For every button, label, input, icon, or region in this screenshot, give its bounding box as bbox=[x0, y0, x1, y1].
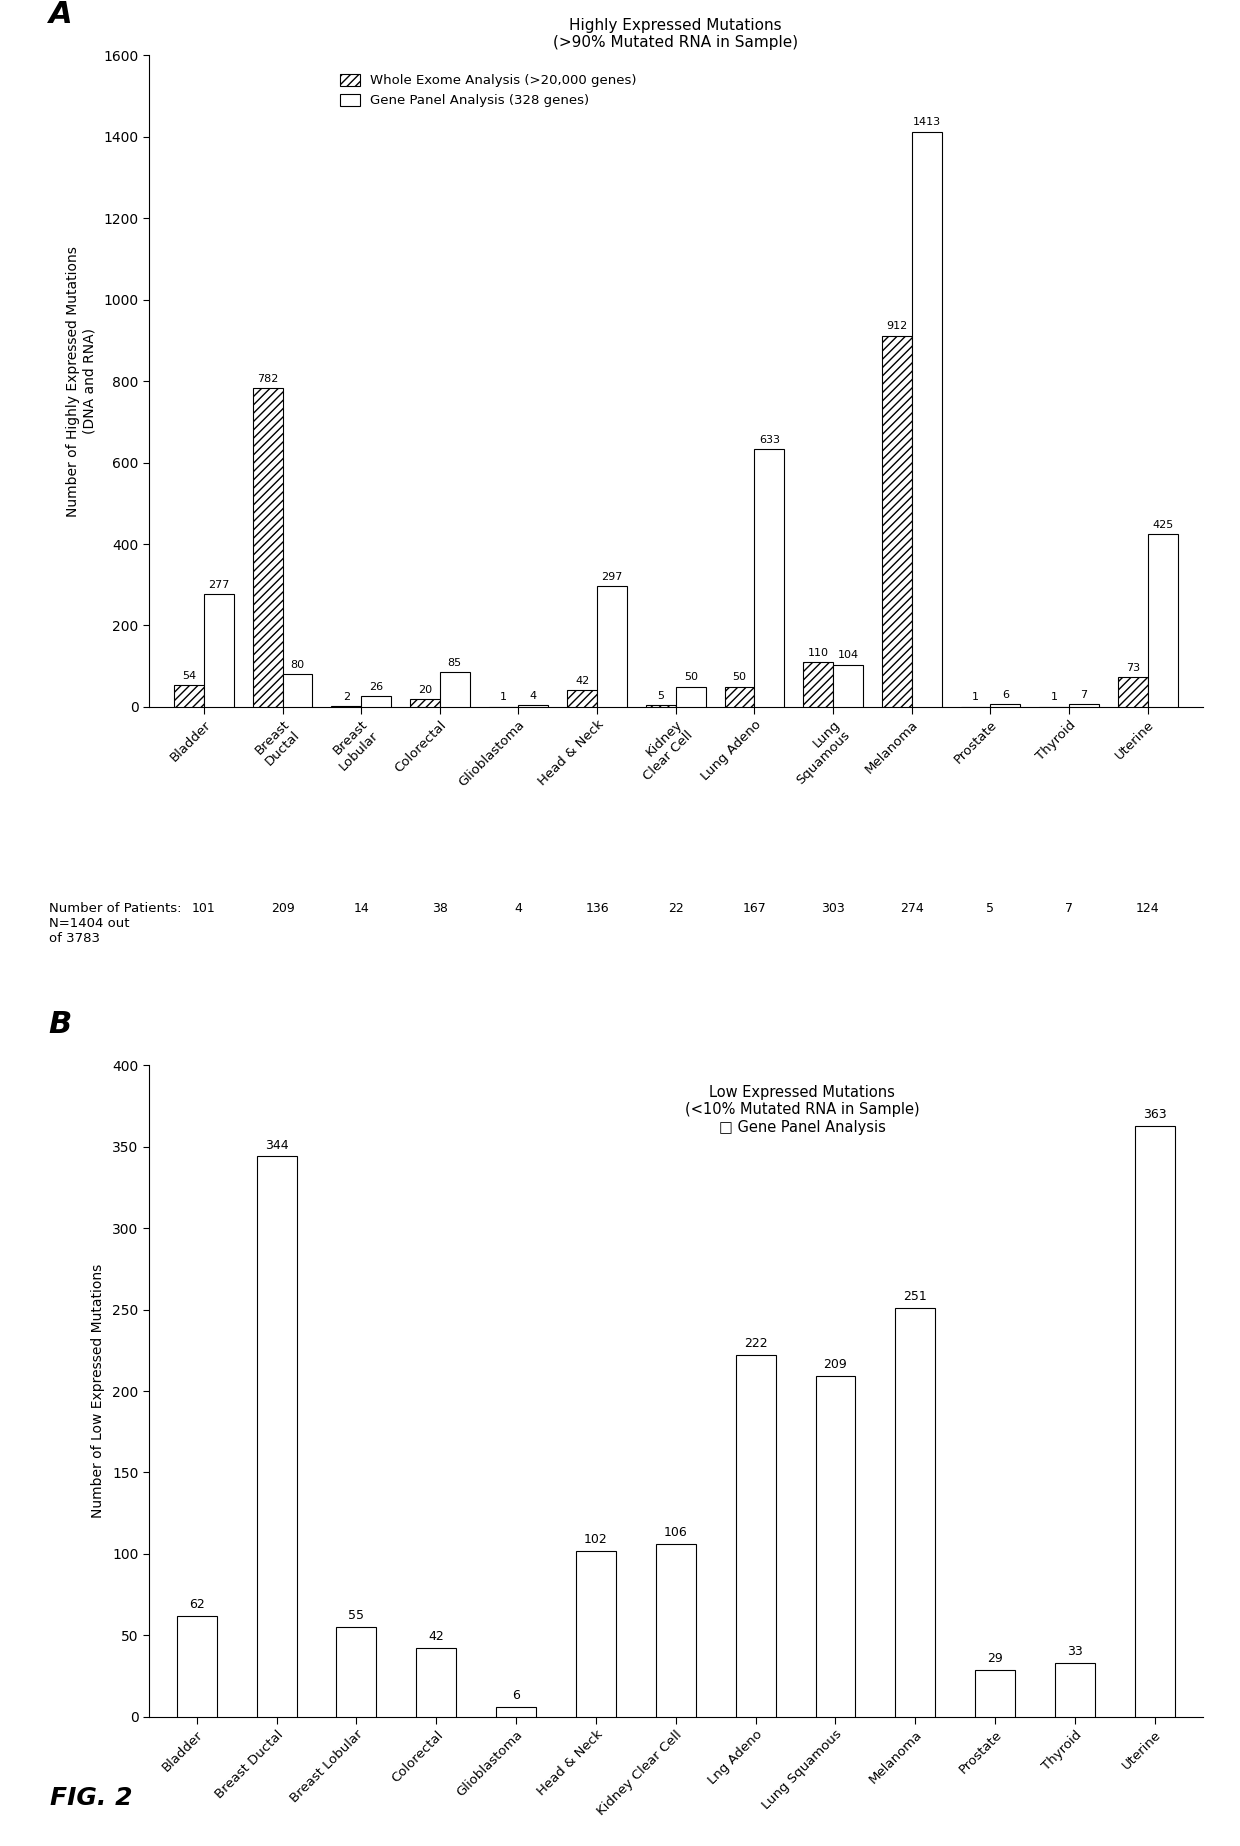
Bar bbox=[975, 1669, 1016, 1717]
Text: 54: 54 bbox=[182, 670, 196, 681]
Text: 4: 4 bbox=[529, 690, 537, 701]
Text: 782: 782 bbox=[257, 375, 278, 384]
Y-axis label: Number of Low Expressed Mutations: Number of Low Expressed Mutations bbox=[91, 1265, 105, 1517]
Bar bbox=[410, 700, 440, 707]
Text: 20: 20 bbox=[418, 685, 432, 694]
Text: 6: 6 bbox=[512, 1689, 520, 1702]
Text: 106: 106 bbox=[663, 1527, 688, 1540]
Text: B: B bbox=[48, 1010, 72, 1039]
Bar bbox=[1135, 1126, 1174, 1717]
Y-axis label: Number of Highly Expressed Mutations
(DNA and RNA): Number of Highly Expressed Mutations (DN… bbox=[66, 246, 97, 517]
Text: 85: 85 bbox=[448, 659, 461, 668]
Text: 42: 42 bbox=[575, 676, 589, 685]
Text: 50: 50 bbox=[683, 672, 698, 683]
Bar bbox=[1117, 677, 1148, 707]
Bar bbox=[203, 594, 234, 707]
Bar bbox=[253, 388, 283, 707]
Text: 274: 274 bbox=[900, 903, 924, 916]
Text: 209: 209 bbox=[270, 903, 294, 916]
Bar bbox=[174, 685, 203, 707]
Bar bbox=[646, 705, 676, 707]
Bar bbox=[177, 1615, 217, 1717]
Text: 1: 1 bbox=[972, 692, 980, 703]
Bar bbox=[735, 1355, 775, 1717]
Text: 102: 102 bbox=[584, 1532, 608, 1545]
Bar bbox=[577, 1551, 616, 1717]
Text: 912: 912 bbox=[887, 321, 908, 332]
Text: 222: 222 bbox=[744, 1337, 768, 1349]
Text: 22: 22 bbox=[668, 903, 683, 916]
Text: Number of Patients:
N=1404 out
of 3783: Number of Patients: N=1404 out of 3783 bbox=[48, 903, 181, 945]
Text: 251: 251 bbox=[904, 1290, 928, 1303]
Text: 55: 55 bbox=[348, 1610, 365, 1623]
Text: 42: 42 bbox=[428, 1630, 444, 1643]
Bar bbox=[257, 1156, 296, 1717]
Text: 1: 1 bbox=[1050, 692, 1058, 703]
Bar bbox=[911, 131, 941, 707]
Text: 2: 2 bbox=[342, 692, 350, 701]
Text: 29: 29 bbox=[987, 1652, 1003, 1665]
Text: A: A bbox=[48, 0, 72, 30]
Bar bbox=[754, 449, 785, 707]
Bar bbox=[1055, 1663, 1095, 1717]
Bar bbox=[724, 687, 754, 707]
Text: 4: 4 bbox=[515, 903, 522, 916]
Text: 26: 26 bbox=[370, 683, 383, 692]
Bar bbox=[1069, 703, 1099, 707]
Bar bbox=[417, 1648, 456, 1717]
Bar bbox=[496, 1708, 536, 1717]
Text: 277: 277 bbox=[208, 580, 229, 591]
Text: 5: 5 bbox=[657, 690, 665, 701]
Text: 5: 5 bbox=[987, 903, 994, 916]
Bar bbox=[567, 690, 598, 707]
Legend: Whole Exome Analysis (>20,000 genes), Gene Panel Analysis (328 genes): Whole Exome Analysis (>20,000 genes), Ge… bbox=[335, 68, 642, 113]
Text: 38: 38 bbox=[432, 903, 448, 916]
Text: 1413: 1413 bbox=[913, 118, 941, 127]
Bar bbox=[991, 705, 1021, 707]
Text: 363: 363 bbox=[1143, 1108, 1167, 1121]
Text: 1: 1 bbox=[500, 692, 507, 703]
Text: 101: 101 bbox=[192, 903, 216, 916]
Text: 297: 297 bbox=[601, 572, 622, 581]
Bar bbox=[336, 1626, 377, 1717]
Bar bbox=[361, 696, 391, 707]
Text: 167: 167 bbox=[743, 903, 766, 916]
Bar bbox=[676, 687, 706, 707]
Text: 136: 136 bbox=[585, 903, 609, 916]
Text: 62: 62 bbox=[188, 1599, 205, 1612]
Text: 80: 80 bbox=[290, 661, 305, 670]
Bar bbox=[440, 672, 470, 707]
Bar bbox=[895, 1309, 935, 1717]
Text: 7: 7 bbox=[1080, 690, 1087, 700]
Bar bbox=[283, 674, 312, 707]
Title: Highly Expressed Mutations
(>90% Mutated RNA in Sample): Highly Expressed Mutations (>90% Mutated… bbox=[553, 18, 799, 50]
Bar bbox=[816, 1377, 856, 1717]
Bar bbox=[804, 663, 833, 707]
Text: 110: 110 bbox=[807, 648, 828, 657]
Text: 7: 7 bbox=[1065, 903, 1073, 916]
Text: 6: 6 bbox=[1002, 690, 1009, 700]
Bar bbox=[598, 585, 627, 707]
Text: 633: 633 bbox=[759, 436, 780, 445]
Text: 14: 14 bbox=[353, 903, 370, 916]
Text: 104: 104 bbox=[837, 650, 858, 661]
Text: 50: 50 bbox=[733, 672, 746, 683]
Text: 33: 33 bbox=[1068, 1645, 1083, 1658]
Text: 344: 344 bbox=[265, 1139, 289, 1152]
Bar bbox=[833, 665, 863, 707]
Text: 425: 425 bbox=[1152, 521, 1173, 530]
Text: 209: 209 bbox=[823, 1359, 847, 1372]
Text: Low Expressed Mutations
(<10% Mutated RNA in Sample)
□ Gene Panel Analysis: Low Expressed Mutations (<10% Mutated RN… bbox=[684, 1085, 920, 1135]
Bar bbox=[656, 1543, 696, 1717]
Text: 124: 124 bbox=[1136, 903, 1159, 916]
Bar bbox=[882, 336, 911, 707]
Bar bbox=[1148, 533, 1178, 707]
Text: FIG. 2: FIG. 2 bbox=[50, 1787, 133, 1811]
Text: 73: 73 bbox=[1126, 663, 1140, 674]
Text: 303: 303 bbox=[821, 903, 844, 916]
